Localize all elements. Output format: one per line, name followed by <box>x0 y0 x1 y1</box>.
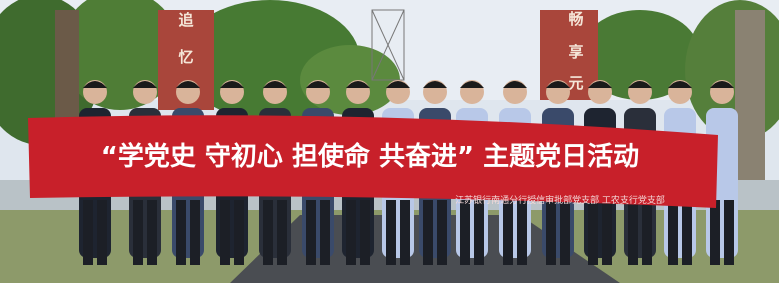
person-part <box>346 200 356 265</box>
person-part <box>147 200 157 265</box>
person-part <box>133 200 143 265</box>
person-part <box>588 200 598 265</box>
person-part <box>277 200 287 265</box>
person-part <box>423 200 433 265</box>
person-part <box>83 200 93 265</box>
person-part <box>517 200 527 265</box>
person-part <box>602 200 612 265</box>
person-part <box>234 200 244 265</box>
person-part <box>474 200 484 265</box>
person-part <box>176 200 186 265</box>
person-part <box>682 200 692 265</box>
person-part <box>400 200 410 265</box>
pillar-character: 享 <box>568 43 583 61</box>
person-part <box>460 200 470 265</box>
person-part <box>668 200 678 265</box>
person-part <box>503 200 513 265</box>
person-part <box>628 200 638 265</box>
person-part <box>710 200 720 265</box>
person-part <box>386 200 396 265</box>
photo: 追 忆 畅 享 元 “学党史 守初心 担使命 共奋进” 主题党日活动 江苏银行南… <box>0 0 779 283</box>
person-part <box>642 200 652 265</box>
person-part <box>320 200 330 265</box>
pillar-character: 忆 <box>178 48 193 66</box>
person-part <box>190 200 200 265</box>
pillar-character: 畅 <box>568 10 583 28</box>
person-part <box>437 200 447 265</box>
banner-subtitle: 江苏银行南通分行授信审批部党支部 工农支行党支部 <box>455 194 665 206</box>
banner-title: “学党史 守初心 担使命 共奋进” 主题党日活动 <box>101 141 639 172</box>
pillar-character: 追 <box>178 11 193 29</box>
person-part <box>724 200 734 265</box>
person-part <box>560 200 570 265</box>
pillar-character: 元 <box>568 74 583 92</box>
person-part <box>97 200 107 265</box>
person-part <box>306 200 316 265</box>
person-part <box>263 200 273 265</box>
person-part <box>360 200 370 265</box>
person-part <box>546 200 556 265</box>
person-part <box>220 200 230 265</box>
